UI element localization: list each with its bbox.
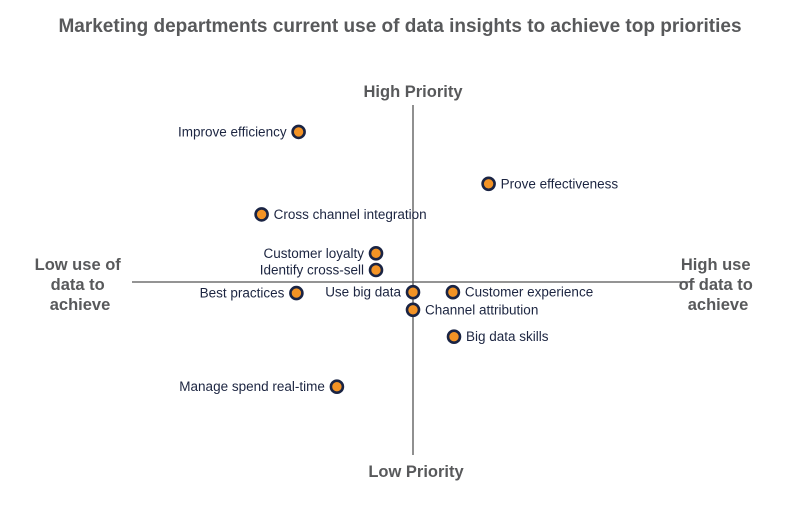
data-point-label: Manage spend real-time: [179, 379, 325, 394]
axis-label-bottom: Low Priority: [368, 463, 464, 481]
data-point-marker: [368, 246, 384, 261]
axis-label-left-line-1: Low use of: [35, 256, 122, 274]
data-point-marker: [481, 176, 496, 192]
axis-label-right: High use of data to achieve: [679, 256, 758, 314]
data-point-label: Cross channel integration: [274, 207, 427, 222]
data-point-label: Channel attribution: [425, 302, 538, 317]
data-point-label: Customer loyalty: [263, 246, 364, 261]
axis-label-right-line-1: High use: [681, 256, 751, 274]
data-point-label: Best practices: [200, 286, 285, 301]
data-point-marker: [405, 284, 421, 300]
data-point-label: Prove effectiveness: [501, 176, 619, 191]
data-point-label: Identify cross-sell: [260, 263, 364, 278]
axis-label-right-line-2: of data to: [679, 276, 753, 294]
data-point-label: Use big data: [325, 285, 401, 300]
data-point-marker: [405, 302, 421, 318]
data-point-label: Improve efficiency: [178, 124, 287, 139]
data-points: Improve efficiency Prove effectiveness Cro…: [178, 124, 618, 394]
axis-label-left-line-2: data to: [51, 276, 105, 294]
data-point-marker: [291, 124, 306, 140]
data-point-marker: [289, 285, 304, 301]
data-point-marker: [368, 262, 384, 278]
data-point-marker: [329, 379, 345, 395]
axis-label-left-line-3: achieve: [50, 296, 111, 314]
axis-label-right-line-3: achieve: [688, 296, 749, 314]
data-point-label: Big data skills: [466, 329, 549, 344]
chart-title: Marketing departments current use of dat…: [58, 16, 742, 37]
data-point-marker: [446, 329, 462, 345]
data-point-marker: [445, 284, 461, 300]
data-point-label: Customer experience: [465, 285, 593, 300]
axis-label-left: Low use of data to achieve: [35, 256, 126, 314]
axis-label-top: High Priority: [363, 83, 463, 101]
data-point-marker: [254, 207, 269, 222]
